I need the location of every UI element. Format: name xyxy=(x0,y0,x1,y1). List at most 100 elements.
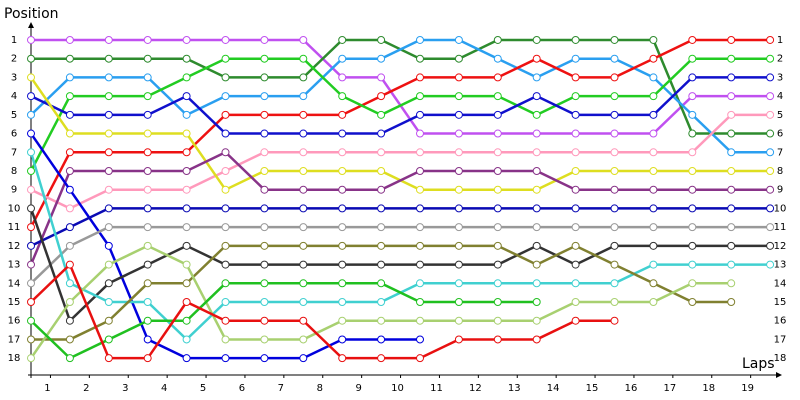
point xyxy=(454,166,463,175)
point xyxy=(143,148,152,157)
point xyxy=(454,110,463,119)
point xyxy=(221,148,230,157)
point xyxy=(143,241,152,250)
point xyxy=(143,166,152,175)
point xyxy=(143,223,152,232)
y-tick-label-right: 15 xyxy=(774,297,787,308)
point xyxy=(27,92,35,101)
point xyxy=(299,73,308,82)
point xyxy=(65,129,74,138)
point xyxy=(532,260,541,269)
point xyxy=(338,223,347,232)
point xyxy=(182,354,191,363)
point xyxy=(649,110,658,119)
point xyxy=(65,260,74,269)
point xyxy=(649,241,658,250)
point xyxy=(688,166,697,175)
point xyxy=(221,185,230,194)
point xyxy=(221,354,230,363)
point xyxy=(649,35,658,44)
y-axis-title: Position xyxy=(4,6,59,22)
point xyxy=(688,54,697,63)
x-tick-label: 15 xyxy=(586,383,599,394)
point xyxy=(299,35,308,44)
point xyxy=(416,223,424,232)
point xyxy=(182,54,191,63)
y-tick-label-right: 13 xyxy=(774,260,787,271)
point xyxy=(416,129,424,138)
point xyxy=(377,279,386,288)
point xyxy=(454,35,463,44)
y-tick-label-right: 14 xyxy=(774,278,787,289)
point xyxy=(221,298,230,307)
point xyxy=(377,129,386,138)
point xyxy=(299,354,308,363)
point xyxy=(338,148,347,157)
point xyxy=(766,35,775,44)
point xyxy=(260,316,269,325)
point xyxy=(104,110,113,119)
point xyxy=(727,223,736,232)
point xyxy=(416,92,424,101)
point xyxy=(299,279,308,288)
point xyxy=(104,73,113,82)
point xyxy=(182,223,191,232)
y-tick-label: 6 xyxy=(11,129,17,140)
point xyxy=(532,166,541,175)
x-tick-label: 5 xyxy=(200,383,206,394)
x-tick-label: 9 xyxy=(355,383,361,394)
x-tick-label: 13 xyxy=(508,383,521,394)
point xyxy=(727,54,736,63)
point xyxy=(143,129,152,138)
point xyxy=(182,279,191,288)
point xyxy=(377,73,386,82)
point xyxy=(182,35,191,44)
point xyxy=(610,54,619,63)
point xyxy=(27,204,35,213)
point xyxy=(221,204,230,213)
point xyxy=(493,260,502,269)
point xyxy=(571,316,580,325)
point xyxy=(649,279,658,288)
point xyxy=(649,73,658,82)
point xyxy=(260,204,269,213)
y-tick-label: 15 xyxy=(8,297,21,308)
point xyxy=(727,129,736,138)
point xyxy=(338,260,347,269)
point xyxy=(766,148,775,157)
point xyxy=(454,335,463,344)
point xyxy=(571,279,580,288)
point xyxy=(532,73,541,82)
y-tick-label: 5 xyxy=(11,110,17,121)
point xyxy=(221,73,230,82)
point xyxy=(221,92,230,101)
point xyxy=(766,54,775,63)
point xyxy=(299,110,308,119)
point xyxy=(338,92,347,101)
point xyxy=(571,129,580,138)
point xyxy=(688,92,697,101)
point xyxy=(766,260,775,269)
y-tick-label-right: 4 xyxy=(777,91,783,102)
series-line xyxy=(30,225,771,285)
point xyxy=(260,110,269,119)
series-line xyxy=(29,208,771,323)
point xyxy=(649,223,658,232)
point xyxy=(221,110,230,119)
point xyxy=(377,92,386,101)
point xyxy=(727,279,736,288)
x-tick-label: 14 xyxy=(547,383,560,394)
point xyxy=(571,35,580,44)
point xyxy=(649,204,658,213)
point xyxy=(27,354,35,363)
point xyxy=(493,316,502,325)
point xyxy=(143,92,152,101)
point xyxy=(104,92,113,101)
point xyxy=(377,185,386,194)
point xyxy=(493,223,502,232)
point xyxy=(493,185,502,194)
point xyxy=(260,73,269,82)
point xyxy=(182,241,191,250)
x-tick-label: 1 xyxy=(44,383,50,394)
point xyxy=(493,54,502,63)
